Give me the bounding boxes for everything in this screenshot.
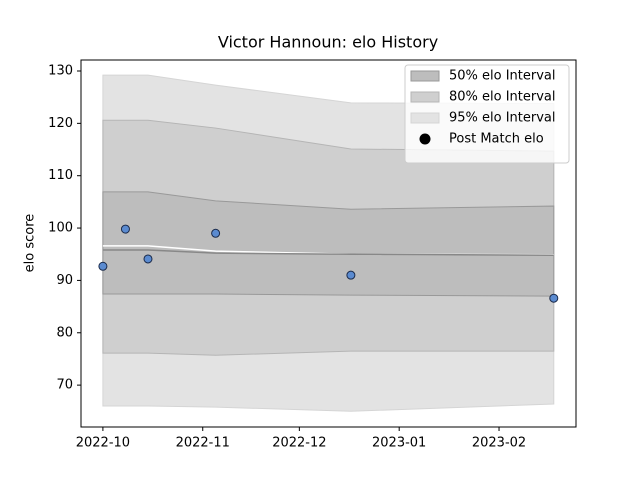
legend-label: 95% elo Interval <box>449 111 556 126</box>
elo-point <box>143 254 153 264</box>
chart-title: Victor Hannoun: elo History <box>218 33 438 52</box>
legend-label: 80% elo Interval <box>449 90 556 105</box>
elo-point <box>98 261 108 271</box>
x-tick-label: 2022-12 <box>272 436 326 451</box>
elo-point <box>211 228 221 238</box>
elo-point <box>549 293 559 303</box>
legend: 50% elo Interval 80% elo Interval 95% elo … <box>404 64 570 164</box>
legend-label: 50% elo Interval <box>449 69 556 84</box>
elo-line <box>102 249 554 257</box>
y-tick-label: 80 <box>56 325 73 340</box>
y-tick-label: 70 <box>56 378 73 393</box>
y-tick-label: 90 <box>56 273 73 288</box>
interval-band <box>102 191 555 297</box>
legend-marker <box>419 133 431 145</box>
legend-box <box>404 64 570 164</box>
x-tick-label: 2022-11 <box>176 436 230 451</box>
legend-label: Post Match elo <box>449 132 544 147</box>
y-axis-label: elo score <box>23 214 38 273</box>
plot-frame <box>80 59 577 428</box>
y-tick-label: 100 <box>48 221 73 236</box>
legend-swatch <box>410 70 440 82</box>
x-tick-label: 2023-02 <box>472 436 526 451</box>
y-tick-label: 130 <box>48 63 73 78</box>
elo-point <box>346 270 356 280</box>
y-tick-label: 120 <box>48 116 73 131</box>
legend-swatch <box>410 91 440 103</box>
y-tick-label: 110 <box>48 168 73 183</box>
x-tick-label: 2022-10 <box>76 436 130 451</box>
elo-point <box>120 224 130 234</box>
legend-swatch <box>410 112 440 124</box>
x-tick-label: 2023-01 <box>372 436 426 451</box>
